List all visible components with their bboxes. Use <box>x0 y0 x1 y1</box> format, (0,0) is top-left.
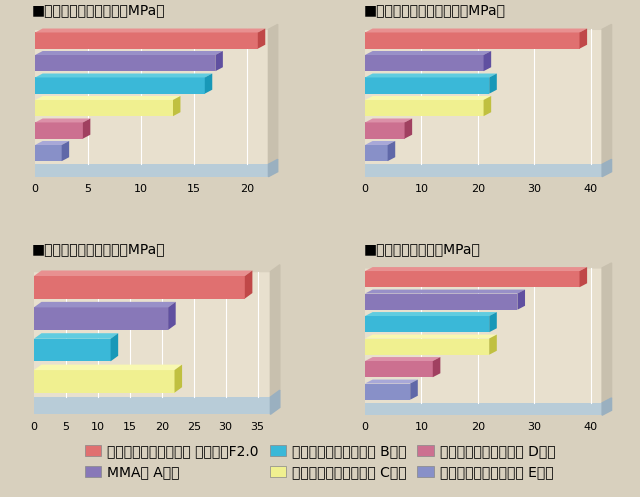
Polygon shape <box>602 263 612 403</box>
Polygon shape <box>602 398 612 415</box>
Bar <box>365 32 580 49</box>
Polygon shape <box>365 141 396 145</box>
Polygon shape <box>388 141 396 161</box>
Bar <box>365 316 489 332</box>
Polygon shape <box>83 118 90 139</box>
Bar <box>35 78 205 93</box>
Bar <box>365 403 602 415</box>
Text: ■人歯象牙質接着強さ（MPa）: ■人歯象牙質接着強さ（MPa） <box>32 3 166 17</box>
Bar <box>34 397 270 414</box>
Bar <box>365 100 484 116</box>
Polygon shape <box>168 302 176 330</box>
Polygon shape <box>268 24 278 165</box>
Polygon shape <box>35 74 212 78</box>
Polygon shape <box>580 28 587 49</box>
Polygon shape <box>61 141 69 161</box>
Polygon shape <box>602 160 612 176</box>
Polygon shape <box>268 160 278 176</box>
Polygon shape <box>365 118 412 122</box>
Polygon shape <box>365 74 497 78</box>
Polygon shape <box>258 28 265 49</box>
Polygon shape <box>365 357 440 361</box>
Polygon shape <box>35 28 265 32</box>
Bar <box>35 145 61 161</box>
Polygon shape <box>173 96 180 116</box>
Bar <box>34 370 175 393</box>
Polygon shape <box>35 24 278 29</box>
Bar <box>365 271 580 287</box>
Polygon shape <box>365 290 525 294</box>
Bar <box>365 122 404 139</box>
Bar <box>365 338 489 355</box>
Bar <box>365 145 388 161</box>
Polygon shape <box>245 270 252 299</box>
Bar <box>35 165 268 176</box>
Polygon shape <box>35 96 180 100</box>
Polygon shape <box>365 380 418 384</box>
Polygon shape <box>270 390 280 414</box>
Polygon shape <box>410 380 418 400</box>
Polygon shape <box>270 265 280 397</box>
Polygon shape <box>365 51 491 55</box>
Bar <box>365 165 602 176</box>
Polygon shape <box>35 51 223 55</box>
Polygon shape <box>34 302 176 307</box>
Polygon shape <box>175 365 182 393</box>
Polygon shape <box>602 24 612 165</box>
Polygon shape <box>433 357 440 377</box>
Bar <box>35 55 216 71</box>
Bar <box>35 122 83 139</box>
Text: ■人歯エナメル接着強さ（MPa）: ■人歯エナメル接着強さ（MPa） <box>364 3 506 17</box>
Polygon shape <box>34 265 280 272</box>
Bar <box>34 339 111 361</box>
Polygon shape <box>404 118 412 139</box>
Bar <box>34 307 168 330</box>
Polygon shape <box>518 290 525 310</box>
Polygon shape <box>365 96 491 100</box>
Polygon shape <box>365 24 612 29</box>
Bar <box>365 55 484 71</box>
Polygon shape <box>34 270 252 276</box>
Bar <box>34 276 245 299</box>
Bar <box>365 294 518 310</box>
Polygon shape <box>34 365 182 370</box>
Polygon shape <box>365 334 497 338</box>
Polygon shape <box>205 74 212 93</box>
Polygon shape <box>111 333 118 361</box>
Bar <box>365 384 410 400</box>
Polygon shape <box>34 333 118 339</box>
Legend: コンポジットレジン系 パナビアF2.0, MMA系 A製品, コンポジットレジン系 B製品, コンポジットレジン系 C製品, グラスアイオノマー系 D製品, グ: コンポジットレジン系 パナビアF2.0, MMA系 A製品, コンポジットレジン… <box>79 439 561 485</box>
Text: ■金パラ接着強さ（MPa）: ■金パラ接着強さ（MPa） <box>364 242 480 256</box>
Bar <box>365 268 602 403</box>
Polygon shape <box>489 334 497 355</box>
Polygon shape <box>365 28 587 32</box>
Polygon shape <box>365 263 612 268</box>
Bar <box>365 361 433 377</box>
Polygon shape <box>365 267 587 271</box>
Polygon shape <box>35 118 90 122</box>
Bar <box>365 29 602 165</box>
Polygon shape <box>216 51 223 71</box>
Bar <box>35 32 258 49</box>
Polygon shape <box>580 267 587 287</box>
Polygon shape <box>489 312 497 332</box>
Text: ■ポーセレン接着強さ（MPa）: ■ポーセレン接着強さ（MPa） <box>32 242 166 256</box>
Bar <box>34 272 270 397</box>
Polygon shape <box>484 51 491 71</box>
Polygon shape <box>489 74 497 93</box>
Bar <box>35 100 173 116</box>
Polygon shape <box>365 312 497 316</box>
Bar <box>365 78 489 93</box>
Polygon shape <box>35 141 69 145</box>
Polygon shape <box>484 96 491 116</box>
Bar <box>35 29 268 165</box>
